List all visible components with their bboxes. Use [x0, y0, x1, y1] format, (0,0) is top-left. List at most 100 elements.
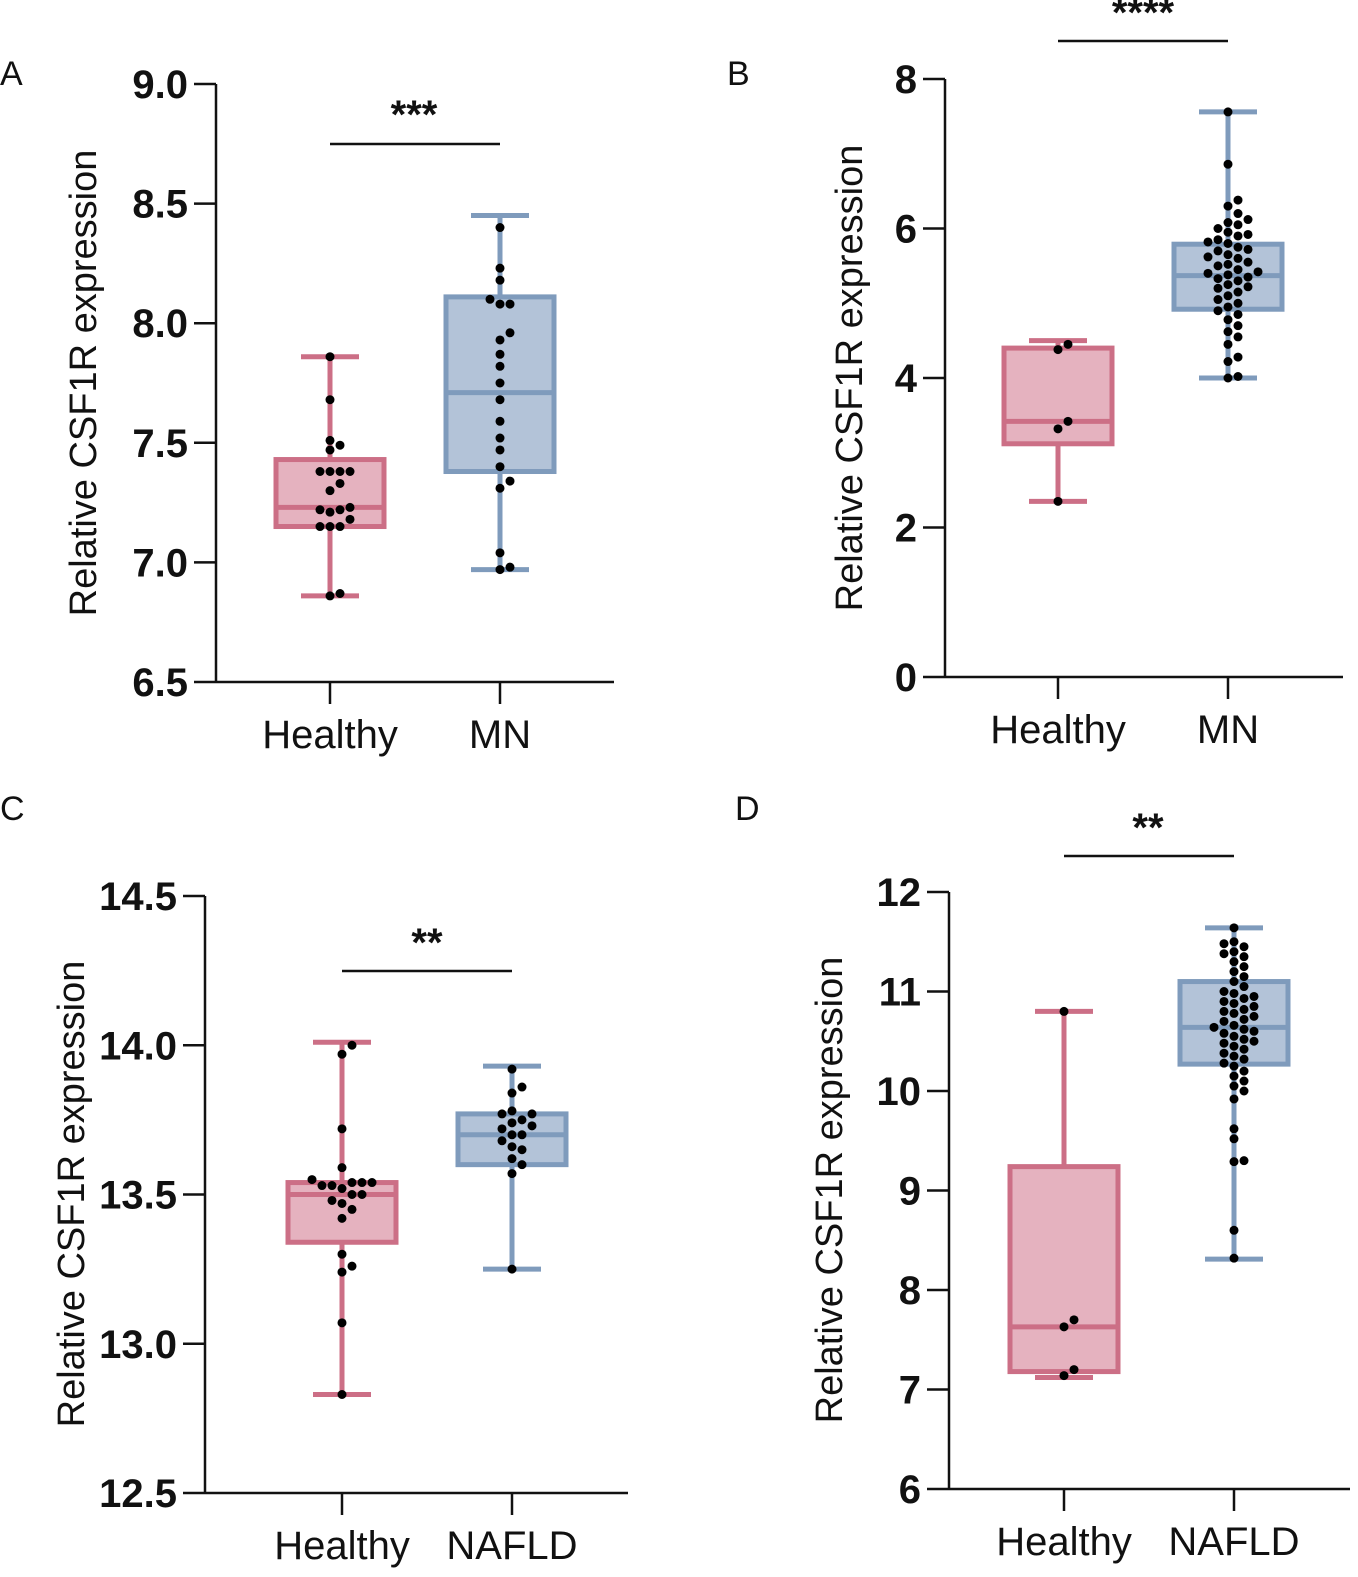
data-point — [1239, 1044, 1249, 1054]
data-point — [495, 335, 505, 345]
y-tick-label: 12.5 — [99, 1472, 177, 1516]
data-point — [1219, 1028, 1229, 1038]
data-point — [1233, 352, 1243, 362]
data-point — [1239, 1024, 1249, 1034]
data-point — [357, 1178, 367, 1188]
data-point — [1059, 1006, 1069, 1016]
data-point — [1213, 246, 1223, 256]
data-point — [1203, 237, 1213, 247]
y-tick-label: 0 — [895, 656, 917, 700]
data-point — [337, 1124, 347, 1134]
data-point — [1239, 972, 1249, 982]
data-point — [1243, 257, 1253, 267]
data-point — [1219, 996, 1229, 1006]
data-point — [497, 1109, 507, 1119]
data-point — [1233, 209, 1243, 219]
data-point — [337, 1184, 347, 1194]
data-point — [335, 522, 345, 532]
data-point — [337, 1249, 347, 1259]
data-point — [1233, 253, 1243, 263]
data-point — [345, 502, 355, 512]
data-point — [1229, 967, 1239, 977]
data-point — [1219, 1006, 1229, 1016]
data-point — [1249, 1026, 1259, 1036]
data-point — [1243, 215, 1253, 225]
data-point — [1239, 1004, 1249, 1014]
data-point — [357, 1190, 367, 1199]
data-point — [1229, 923, 1239, 933]
data-point — [1229, 1134, 1239, 1144]
data-point — [337, 1163, 347, 1173]
data-point — [337, 1213, 347, 1223]
data-point — [337, 1049, 347, 1059]
significance-label: ** — [1132, 806, 1164, 850]
data-point — [1229, 1157, 1239, 1167]
data-point — [495, 416, 505, 426]
data-point — [507, 1088, 517, 1098]
data-point — [527, 1109, 537, 1119]
data-point — [1239, 1034, 1249, 1044]
y-tick-label: 6 — [895, 208, 917, 252]
data-point — [347, 1040, 357, 1050]
data-point — [1239, 982, 1249, 992]
significance-label: **** — [1112, 0, 1175, 35]
data-point — [495, 223, 505, 233]
data-point — [1249, 1001, 1259, 1011]
data-point — [1229, 1031, 1239, 1041]
data-point — [1229, 1061, 1239, 1071]
data-point — [1233, 195, 1243, 205]
data-point — [1213, 224, 1223, 233]
box-healthy — [273, 352, 387, 601]
data-point — [517, 1130, 527, 1140]
data-point — [505, 299, 515, 309]
data-point — [1219, 939, 1229, 949]
data-point — [1213, 295, 1223, 305]
y-tick-label: 13.5 — [99, 1174, 177, 1218]
data-point — [1253, 267, 1263, 277]
data-point — [1229, 1225, 1239, 1235]
box-healthy — [1007, 1006, 1121, 1381]
y-tick-label: 9.0 — [132, 63, 188, 107]
data-point — [345, 467, 355, 477]
data-point — [1223, 250, 1233, 260]
data-point — [1203, 252, 1213, 262]
data-point — [1063, 416, 1073, 426]
data-point — [517, 1115, 527, 1125]
x-tick-label: MN — [1197, 708, 1259, 752]
panel-letter: B — [727, 55, 750, 93]
significance-label: *** — [391, 93, 438, 137]
data-point — [1229, 1020, 1239, 1030]
x-tick-label: NAFLD — [1168, 1520, 1299, 1564]
data-point — [325, 522, 335, 532]
data-point — [1243, 282, 1253, 292]
data-point — [1223, 339, 1233, 349]
y-tick-label: 11 — [879, 971, 921, 1015]
data-point — [1239, 1014, 1249, 1024]
data-point — [1229, 957, 1239, 967]
data-point — [1229, 1051, 1239, 1061]
y-axis-label: Relative CSF1R expression — [63, 150, 105, 617]
data-point — [347, 1190, 357, 1199]
x-tick-label: Healthy — [274, 1524, 410, 1568]
data-point — [505, 562, 515, 572]
y-tick-label: 7.5 — [132, 422, 188, 466]
data-point — [1069, 1365, 1079, 1375]
y-tick-label: 12 — [877, 871, 922, 915]
data-point — [345, 514, 355, 524]
data-point — [1069, 1315, 1079, 1325]
x-tick-label: Healthy — [996, 1520, 1132, 1564]
data-point — [335, 478, 345, 488]
data-point — [505, 328, 515, 338]
data-point — [1249, 991, 1259, 1001]
data-point — [1233, 265, 1243, 275]
data-point — [495, 433, 505, 443]
data-point — [1219, 1048, 1229, 1058]
x-tick-label: Healthy — [262, 713, 398, 757]
data-point — [507, 1142, 517, 1152]
data-point — [507, 1106, 517, 1116]
box-mn — [1171, 107, 1285, 383]
data-point — [1233, 321, 1243, 331]
data-point — [1233, 276, 1243, 286]
y-tick-label: 6.5 — [132, 661, 188, 705]
